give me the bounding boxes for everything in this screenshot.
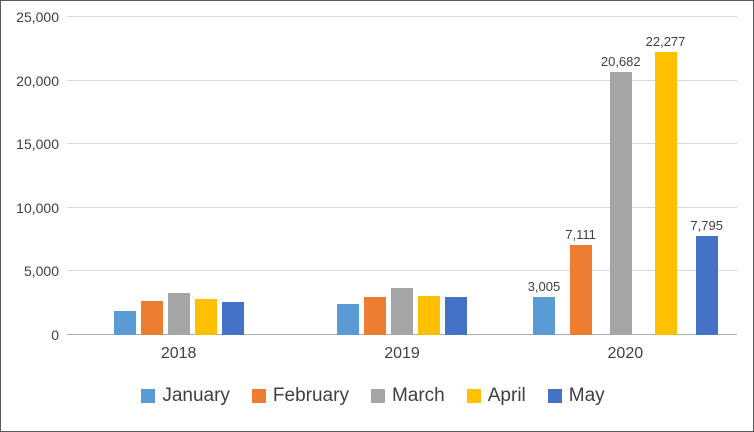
- bar-february-2018: [140, 300, 163, 335]
- bar-slot: [140, 17, 163, 335]
- bar-april-2020: [654, 51, 677, 335]
- bar-march-2018: [167, 293, 190, 335]
- bar-slot: [167, 17, 190, 335]
- data-label-february-2020: 7,111: [565, 226, 596, 242]
- bar-slot: 3,005: [527, 17, 561, 335]
- bar-april-2019: [417, 296, 440, 335]
- bar-april-2018: [194, 299, 217, 335]
- bar-groups: 3,005 7,111 20,682 22,277 7,795: [67, 17, 737, 335]
- bar-slot: [221, 17, 244, 335]
- legend-label: January: [162, 385, 230, 406]
- gridline: [67, 79, 737, 81]
- legend-swatch-icon: [466, 389, 481, 403]
- bar-january-2020: [532, 296, 555, 335]
- bar-slot: 20,682: [601, 17, 641, 335]
- plot-row: 0 5,000 10,000 15,000 20,000 25,000 3,005 7,11…: [9, 9, 737, 343]
- legend-label: April: [487, 385, 526, 406]
- legend-label: February: [272, 385, 349, 406]
- plot-area: 3,005 7,111 20,682 22,277 7,795: [67, 16, 737, 335]
- x-category-label-2018: 2018: [160, 345, 197, 362]
- bar-slot: [363, 17, 386, 335]
- bar-group-2019: [290, 17, 513, 335]
- y-tick-label: 15,000: [16, 136, 59, 153]
- legend-item-march: March: [370, 385, 445, 407]
- bar-slot: [390, 17, 413, 335]
- bar-group-2020: 3,005 7,111 20,682 22,277 7,795: [514, 17, 737, 335]
- y-axis: 0 5,000 10,000 15,000 20,000 25,000: [9, 9, 67, 343]
- data-label-march-2020: 20,682: [600, 53, 641, 69]
- x-category-label-2019: 2019: [384, 345, 420, 362]
- bar-slot: [113, 17, 136, 335]
- bar-slot: [417, 17, 440, 335]
- bar-slot: 7,795: [690, 17, 723, 335]
- legend-label: May: [568, 385, 605, 406]
- gridline: [67, 16, 737, 17]
- data-label-may-2020: 7,795: [690, 217, 723, 233]
- legend: January February March April May: [9, 373, 737, 419]
- bar-slot: [444, 17, 467, 335]
- y-tick-label: 25,000: [16, 9, 59, 25]
- bar-slot: 22,277: [645, 17, 686, 335]
- legend-swatch-icon: [251, 389, 266, 403]
- bar-february-2020: [569, 244, 592, 335]
- y-tick-label: 5,000: [23, 263, 59, 280]
- data-label-january-2020: 3,005: [527, 278, 561, 294]
- bar-march-2019: [390, 287, 413, 335]
- bar-slot: 7,111: [565, 17, 596, 335]
- legend-item-may: May: [547, 385, 605, 407]
- gridline: [67, 206, 737, 208]
- legend-item-january: January: [141, 385, 230, 407]
- y-tick-label: 0: [51, 327, 59, 343]
- data-label-april-2020: 22,277: [645, 33, 686, 49]
- bar-march-2020: [609, 71, 632, 335]
- x-category-label-2020: 2020: [607, 345, 644, 362]
- bar-slot: [194, 17, 217, 335]
- bar-slot: [336, 17, 359, 335]
- bar-may-2019: [444, 297, 467, 335]
- bar-may-2018: [221, 301, 244, 335]
- legend-swatch-icon: [547, 389, 562, 403]
- bar-group-2018: [67, 17, 290, 335]
- x-axis-labels: 2018 2019 2020: [67, 335, 737, 373]
- bar-january-2019: [336, 304, 359, 335]
- y-tick-label: 20,000: [16, 72, 59, 89]
- legend-label: March: [391, 385, 445, 406]
- bar-january-2018: [113, 310, 136, 335]
- bar-may-2020: [695, 235, 718, 335]
- legend-swatch-icon: [141, 389, 156, 403]
- legend-item-february: February: [251, 385, 349, 407]
- bar-february-2019: [363, 297, 386, 335]
- gridline: [67, 143, 737, 145]
- legend-item-april: April: [466, 385, 526, 407]
- gridline: [67, 270, 737, 272]
- legend-swatch-icon: [370, 389, 385, 403]
- y-tick-label: 10,000: [16, 199, 59, 216]
